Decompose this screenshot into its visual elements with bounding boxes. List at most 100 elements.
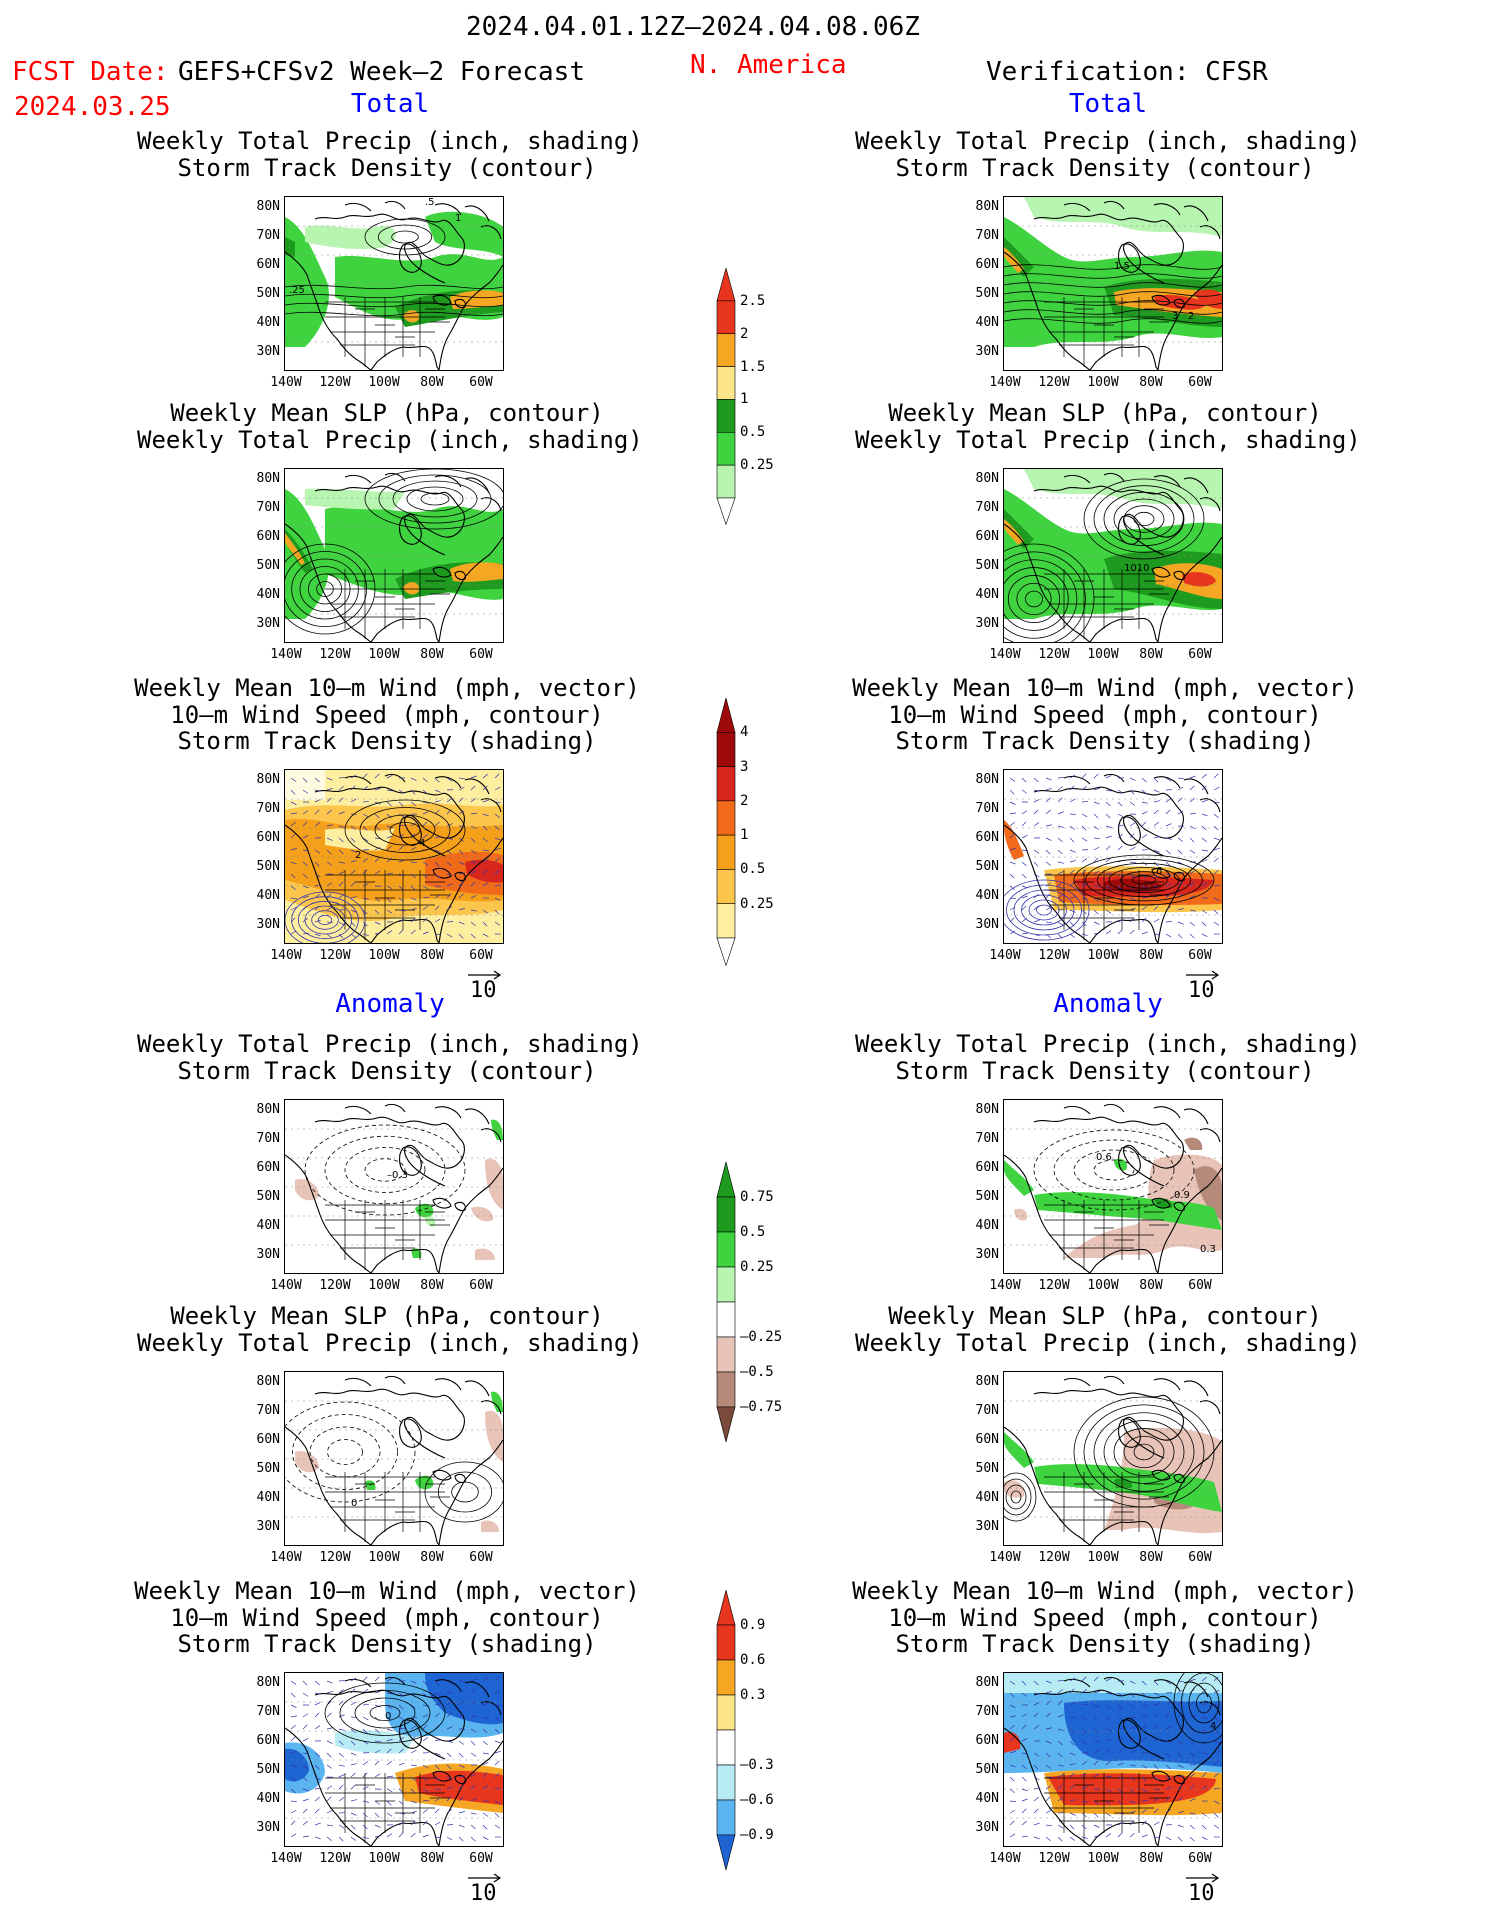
lon-tick-label: 120W: [319, 1278, 351, 1293]
contour-label: .25: [289, 285, 305, 296]
colorbar-label: –0.5: [740, 1364, 774, 1380]
lon-tick-label: 60W: [469, 1278, 493, 1293]
vector-reference: 10: [466, 966, 506, 1002]
title-r5-b: Weekly Total Precip (inch, shading): [855, 1329, 1361, 1357]
title-l3-a: Weekly Mean 10–m Wind (mph, vector): [134, 674, 640, 702]
lat-tick-label: 40N: [975, 1490, 999, 1505]
colorbar-precip-total: [716, 268, 736, 526]
lat-tick-label: 60N: [256, 257, 280, 272]
lat-tick-label: 80N: [975, 772, 999, 787]
vector-reference: 10: [1184, 966, 1224, 1002]
map-panel-right-wind-storm: 6: [1003, 769, 1223, 944]
title-l2-a: Weekly Mean SLP (hPa, contour): [170, 399, 604, 427]
lat-tick-label: 80N: [975, 1374, 999, 1389]
lat-tick-label: 30N: [975, 1247, 999, 1262]
colorbar-storm-total: [716, 698, 736, 967]
section-anomaly-left: Anomaly: [335, 989, 445, 1019]
map-panel-right-precip-storm: 1.5 3 2: [1003, 196, 1223, 371]
lat-tick-label: 60N: [975, 1160, 999, 1175]
lon-tick-label: 100W: [1087, 375, 1119, 390]
colorbar-label: 4: [740, 724, 749, 741]
colorbar-label: 2: [740, 325, 749, 342]
title-l3-c: Storm Track Density (shading): [177, 727, 597, 755]
colorbar-label: 0.25: [740, 457, 774, 474]
lat-tick-label: 50N: [256, 558, 280, 573]
colorbar-label: 1.5: [740, 358, 766, 375]
title-l6-a: Weekly Mean 10–m Wind (mph, vector): [134, 1577, 640, 1605]
lon-tick-label: 140W: [270, 1550, 302, 1565]
colorbar-label: 0.25: [740, 1259, 774, 1275]
colorbar-label: 0.6: [740, 1652, 766, 1668]
vector-reference-label: 10: [470, 978, 497, 1003]
colorbar-label: –0.6: [740, 1792, 774, 1808]
title-r6-a: Weekly Mean 10–m Wind (mph, vector): [852, 1577, 1358, 1605]
title-r3-c: Storm Track Density (shading): [895, 727, 1315, 755]
lon-tick-label: 140W: [989, 647, 1021, 662]
lat-tick-label: 80N: [256, 1102, 280, 1117]
fcst-date-label: FCST Date:: [12, 57, 169, 87]
vector-reference: 10: [466, 1869, 506, 1905]
lon-tick-label: 120W: [1038, 1278, 1070, 1293]
map-panel-left-precip-storm: .25 .5 1: [284, 196, 504, 371]
lat-tick-label: 60N: [256, 1432, 280, 1447]
lat-tick-label: 70N: [975, 228, 999, 243]
arrow-right-icon: [468, 1873, 502, 1883]
contour-label: 6: [1156, 866, 1162, 877]
lon-tick-label: 140W: [270, 375, 302, 390]
lat-tick-label: 50N: [975, 859, 999, 874]
lon-tick-label: 60W: [1188, 1550, 1212, 1565]
lat-tick-label: 60N: [975, 257, 999, 272]
lat-tick-label: 60N: [975, 1432, 999, 1447]
title-l6-c: Storm Track Density (shading): [177, 1630, 597, 1658]
lon-tick-label: 60W: [469, 375, 493, 390]
title-r2-b: Weekly Total Precip (inch, shading): [855, 426, 1361, 454]
lat-tick-label: 50N: [975, 1189, 999, 1204]
section-total-right: Total: [1068, 89, 1148, 119]
lon-tick-label: 80W: [1139, 1851, 1163, 1866]
lon-tick-label: 100W: [368, 1278, 400, 1293]
arrow-right-icon: [468, 970, 502, 980]
lat-tick-label: 30N: [256, 1247, 280, 1262]
lat-tick-label: 40N: [256, 587, 280, 602]
model-name: GEFS+CFSv2 Week–2 Forecast: [178, 57, 585, 87]
title-r1-a: Weekly Total Precip (inch, shading): [855, 127, 1361, 155]
lon-tick-label: 100W: [1087, 647, 1119, 662]
contour-label: 0: [351, 1498, 357, 1509]
lon-tick-label: 120W: [319, 1851, 351, 1866]
lat-tick-label: 50N: [256, 286, 280, 301]
lat-tick-label: 40N: [256, 888, 280, 903]
lat-tick-label: 70N: [975, 801, 999, 816]
lon-tick-label: 120W: [319, 375, 351, 390]
colorbar-label: 1: [740, 827, 749, 844]
title-l1-b: Storm Track Density (contour): [177, 154, 597, 182]
lat-tick-label: 80N: [975, 1675, 999, 1690]
contour-label: 1: [455, 213, 461, 224]
lat-tick-label: 80N: [975, 1102, 999, 1117]
lat-tick-label: 70N: [256, 1704, 280, 1719]
lon-tick-label: 100W: [368, 948, 400, 963]
lat-tick-label: 60N: [975, 529, 999, 544]
lat-tick-label: 30N: [256, 917, 280, 932]
lon-tick-label: 140W: [989, 948, 1021, 963]
lon-tick-label: 80W: [420, 1550, 444, 1565]
lat-tick-label: 70N: [975, 1403, 999, 1418]
lat-tick-label: 80N: [256, 199, 280, 214]
date-range: 2024.04.01.12Z–2024.04.08.06Z: [466, 12, 920, 42]
lat-tick-label: 30N: [975, 1519, 999, 1534]
lat-tick-label: 50N: [256, 1189, 280, 1204]
lat-tick-label: 60N: [975, 1733, 999, 1748]
arrow-right-icon: [1186, 1873, 1220, 1883]
fcst-date: 2024.03.25: [14, 92, 171, 122]
lon-tick-label: 80W: [420, 647, 444, 662]
lon-tick-label: 80W: [420, 375, 444, 390]
lon-tick-label: 140W: [270, 948, 302, 963]
lat-tick-label: 60N: [975, 830, 999, 845]
lat-tick-label: 80N: [256, 471, 280, 486]
lat-tick-label: 30N: [256, 1519, 280, 1534]
lat-tick-label: 30N: [256, 616, 280, 631]
colorbar-label: 2: [740, 792, 749, 809]
contour-label: 0.6: [1096, 1152, 1112, 1163]
lon-tick-label: 140W: [270, 1278, 302, 1293]
lon-tick-label: 80W: [420, 1851, 444, 1866]
